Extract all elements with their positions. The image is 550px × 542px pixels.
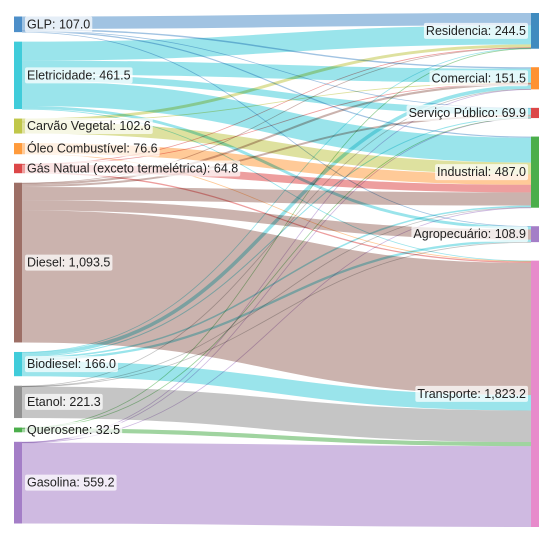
node-label-residencia: Residencia: 244.5 xyxy=(426,24,526,38)
flow-diesel-to-transporte[interactable] xyxy=(21,210,532,396)
node-label-background xyxy=(406,104,529,121)
node-label-transporte: Transporte: 1,823.2 xyxy=(417,387,526,401)
node-label-background xyxy=(25,356,119,373)
flow-biodiesel-to-industrial[interactable] xyxy=(21,205,532,359)
flow-eletricidade-to-industrial[interactable] xyxy=(21,81,532,163)
node-label-background xyxy=(423,22,529,39)
node-label-industrial: Industrial: 487.0 xyxy=(437,165,526,179)
node-label-querosene: Querosene: 32.5 xyxy=(27,423,120,437)
node-label-etanol: Etanol: 221.3 xyxy=(27,395,101,409)
node-label-oleo-combustivel: Óleo Combustível: 76.6 xyxy=(27,141,158,156)
flow-biodiesel-to-servico-publico[interactable] xyxy=(21,116,532,357)
flow-querosene-to-servico-publico[interactable] xyxy=(21,117,532,429)
source-node-biodiesel[interactable] xyxy=(14,351,22,377)
flow-glp-to-residencia[interactable] xyxy=(21,13,532,29)
node-label-gasolina: Gasolina: 559.2 xyxy=(27,476,115,490)
sankey-nodes xyxy=(14,13,539,527)
target-node-residencia[interactable] xyxy=(531,13,539,49)
node-label-background xyxy=(415,385,529,402)
sankey-labels: GLP: 107.0 Eletricidade: 461.5 Carvão Vege… xyxy=(25,16,529,491)
flow-etanol-to-agropecuario[interactable] xyxy=(21,241,532,388)
node-label-glp: GLP: 107.0 xyxy=(27,17,90,31)
node-label-background xyxy=(25,67,133,84)
node-label-background xyxy=(25,393,103,410)
flow-biodiesel-to-residencia[interactable] xyxy=(21,47,532,353)
node-label-gas-natual-exceto-termeletrica: Gás Natual (exceto termelétrica): 64.8 xyxy=(27,161,238,175)
source-node-oleo-combustivel[interactable] xyxy=(14,143,22,155)
flow-carvao-vegetal-to-residencia[interactable] xyxy=(21,44,532,122)
flow-diesel-to-industrial[interactable] xyxy=(21,186,532,206)
node-label-background xyxy=(25,160,241,177)
source-node-gas-natual-exceto-termeletrica[interactable] xyxy=(14,163,22,174)
node-label-background xyxy=(429,70,529,87)
flow-gas-natual-exceto-termeletrica-to-comercial[interactable] xyxy=(21,82,532,165)
flow-eletricidade-to-transporte[interactable] xyxy=(21,108,532,262)
target-node-industrial[interactable] xyxy=(531,136,539,208)
sankey-links xyxy=(21,13,532,528)
node-label-background xyxy=(25,16,93,33)
node-label-agropecuario: Agropecuário: 108.9 xyxy=(413,227,526,241)
node-label-carvao-vegetal: Carvão Vegetal: 102.6 xyxy=(27,119,151,133)
source-node-etanol[interactable] xyxy=(14,385,22,419)
target-node-agropecuario[interactable] xyxy=(531,226,539,243)
target-node-servico-publico[interactable] xyxy=(531,107,539,119)
flow-etanol-to-industrial[interactable] xyxy=(21,207,532,387)
target-node-comercial[interactable] xyxy=(531,67,539,90)
flow-biodiesel-to-comercial[interactable] xyxy=(21,85,532,356)
target-node-transporte[interactable] xyxy=(531,260,539,527)
source-node-glp[interactable] xyxy=(14,16,22,33)
node-label-background xyxy=(25,139,160,157)
node-label-biodiesel: Biodiesel: 166.0 xyxy=(27,357,116,371)
source-node-eletricidade[interactable] xyxy=(14,41,22,110)
flow-gas-natual-exceto-termeletrica-to-residencia[interactable] xyxy=(21,47,532,165)
flow-diesel-to-comercial[interactable] xyxy=(21,83,532,186)
node-label-background xyxy=(25,254,113,271)
source-node-diesel[interactable] xyxy=(14,182,22,343)
source-node-querosene[interactable] xyxy=(14,427,22,433)
node-label-background xyxy=(411,226,529,243)
node-label-comercial: Comercial: 151.5 xyxy=(432,71,527,85)
node-label-background xyxy=(25,421,123,438)
node-label-eletricidade: Eletricidade: 461.5 xyxy=(27,68,131,82)
flow-etanol-to-transporte[interactable] xyxy=(21,386,532,443)
node-label-background xyxy=(25,118,153,135)
source-node-gasolina[interactable] xyxy=(14,441,22,524)
source-node-carvao-vegetal[interactable] xyxy=(14,118,22,134)
node-label-background xyxy=(435,164,529,181)
flow-biodiesel-to-agropecuario[interactable] xyxy=(21,239,532,361)
node-label-background xyxy=(25,474,117,491)
node-label-servico-publico: Serviço Público: 69.9 xyxy=(409,106,526,120)
node-label-diesel: Diesel: 1,093.5 xyxy=(27,256,110,270)
